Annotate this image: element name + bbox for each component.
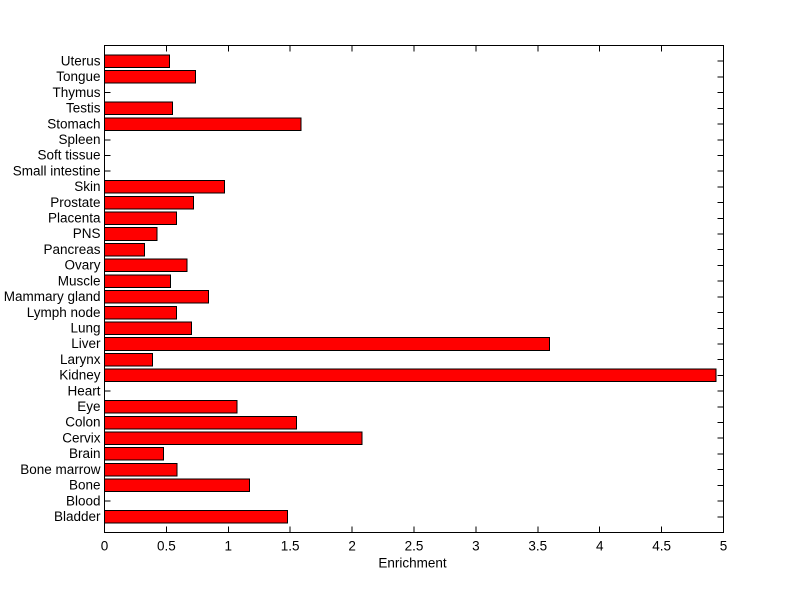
svg-text:1.5: 1.5 xyxy=(281,539,300,554)
svg-text:3: 3 xyxy=(472,539,480,554)
svg-text:Enrichment: Enrichment xyxy=(378,556,447,571)
svg-text:2: 2 xyxy=(348,539,356,554)
svg-text:Bladder: Bladder xyxy=(54,509,101,524)
svg-text:Skin: Skin xyxy=(74,179,100,194)
svg-text:PNS: PNS xyxy=(73,226,101,241)
svg-text:Colon: Colon xyxy=(65,415,100,430)
svg-text:Pancreas: Pancreas xyxy=(43,242,100,257)
svg-text:Mammary gland: Mammary gland xyxy=(4,289,101,304)
svg-text:0.5: 0.5 xyxy=(157,539,176,554)
svg-text:Bone: Bone xyxy=(69,478,101,493)
svg-text:Placenta: Placenta xyxy=(48,211,101,226)
svg-text:Cervix: Cervix xyxy=(62,430,101,445)
svg-text:Small intestine: Small intestine xyxy=(13,163,101,178)
svg-text:0: 0 xyxy=(101,539,109,554)
svg-text:Brain: Brain xyxy=(69,446,101,461)
svg-text:Ovary: Ovary xyxy=(64,258,100,273)
svg-text:Lymph node: Lymph node xyxy=(27,305,101,320)
svg-text:Kidney: Kidney xyxy=(59,368,101,383)
svg-text:Testis: Testis xyxy=(66,101,101,116)
svg-text:Eye: Eye xyxy=(77,399,100,414)
svg-text:Liver: Liver xyxy=(71,336,101,351)
svg-text:Heart: Heart xyxy=(67,383,100,398)
svg-text:4: 4 xyxy=(596,539,604,554)
svg-text:Thymus: Thymus xyxy=(52,85,100,100)
svg-text:Blood: Blood xyxy=(66,493,101,508)
svg-text:Muscle: Muscle xyxy=(58,273,101,288)
svg-text:Bone marrow: Bone marrow xyxy=(20,462,101,477)
svg-text:4.5: 4.5 xyxy=(652,539,671,554)
svg-text:Soft tissue: Soft tissue xyxy=(37,148,100,163)
svg-text:Lung: Lung xyxy=(70,320,100,335)
svg-text:1: 1 xyxy=(225,539,233,554)
svg-text:Uterus: Uterus xyxy=(61,53,101,68)
svg-text:5: 5 xyxy=(720,539,728,554)
svg-text:Stomach: Stomach xyxy=(47,116,100,131)
svg-text:Tongue: Tongue xyxy=(56,69,100,84)
svg-text:2.5: 2.5 xyxy=(405,539,424,554)
svg-text:3.5: 3.5 xyxy=(528,539,547,554)
svg-text:Larynx: Larynx xyxy=(60,352,101,367)
svg-text:Prostate: Prostate xyxy=(50,195,100,210)
svg-text:Spleen: Spleen xyxy=(58,132,100,147)
